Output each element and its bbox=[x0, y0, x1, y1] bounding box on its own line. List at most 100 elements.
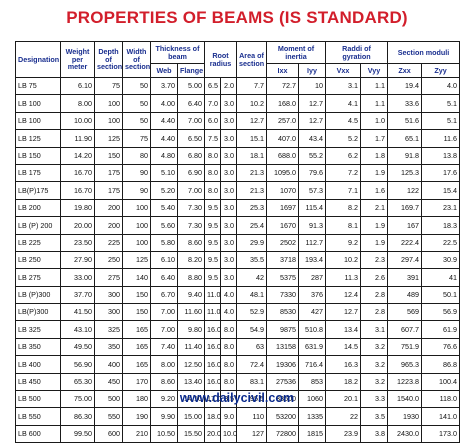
table-cell: 1.6 bbox=[359, 181, 389, 200]
table-cell: 9.5 bbox=[204, 233, 221, 252]
table-cell: 5.10 bbox=[150, 163, 178, 183]
table-cell: 9875 bbox=[266, 320, 299, 339]
table-cell: 4.5 bbox=[325, 111, 361, 131]
header-root-radius: Root radius bbox=[204, 41, 237, 78]
table-cell: 1.8 bbox=[359, 146, 389, 165]
table-cell: 118.0 bbox=[421, 390, 461, 409]
table-cell: 100 bbox=[94, 94, 123, 113]
table-cell: 22 bbox=[325, 407, 361, 426]
table-cell: 14.5 bbox=[325, 337, 361, 357]
designation-cell: LB(P)300 bbox=[15, 303, 61, 322]
table-cell: 3.0 bbox=[220, 111, 237, 131]
table-cell: 3.0 bbox=[220, 198, 237, 218]
table-cell: 9.40 bbox=[177, 285, 205, 305]
table-cell: 7.00 bbox=[177, 111, 205, 131]
table-cell: 3.0 bbox=[220, 94, 237, 113]
table-cell: 9.90 bbox=[150, 407, 178, 426]
header-ixx: Ixx bbox=[266, 63, 299, 78]
table-row: LB 75 6.10 75 50 3.70 5.00 6.5 2.0 7.7 72.7 10 3.1 1… bbox=[15, 76, 461, 96]
table-cell: 125.3 bbox=[387, 163, 423, 183]
designation-cell: LB 75 bbox=[15, 76, 61, 96]
table-cell: 3718 bbox=[266, 250, 299, 270]
table-cell: 167 bbox=[387, 216, 423, 235]
table-cell: 13158 bbox=[266, 337, 299, 357]
table-cell: 7.00 bbox=[150, 320, 178, 339]
table-cell: 5.40 bbox=[150, 198, 178, 218]
table-cell: 4.0 bbox=[220, 303, 237, 322]
header-zxx: Zxx bbox=[387, 63, 423, 78]
table-cell: 5.2 bbox=[325, 129, 361, 148]
table-cell: 100 bbox=[122, 198, 151, 218]
header-web: Web bbox=[150, 63, 178, 78]
header-iyy: Iyy bbox=[298, 63, 326, 78]
table-cell: 6.0 bbox=[204, 111, 221, 131]
table-cell: 193.4 bbox=[298, 250, 326, 270]
footer-url: www.dailycivil.com bbox=[179, 391, 295, 405]
table-cell: 4.0 bbox=[220, 285, 237, 305]
table-cell: 400 bbox=[94, 355, 123, 374]
designation-cell: LB 250 bbox=[15, 250, 61, 270]
table-cell: 5375 bbox=[266, 268, 299, 287]
table-cell: 150 bbox=[122, 303, 151, 322]
designation-cell: LB 350 bbox=[15, 337, 61, 357]
table-cell: 54.9 bbox=[236, 320, 267, 339]
table-cell: 125 bbox=[122, 250, 151, 270]
table-cell: 25.4 bbox=[236, 216, 267, 235]
table-cell: 12.4 bbox=[325, 285, 361, 305]
table-cell: 3.2 bbox=[359, 372, 389, 392]
table-cell: 48.1 bbox=[236, 285, 267, 305]
table-cell: 169.7 bbox=[387, 198, 423, 218]
header-gyration: Raddi of gyration bbox=[324, 41, 389, 64]
table-cell: 99.50 bbox=[60, 424, 95, 443]
table-cell: 5.60 bbox=[150, 216, 178, 235]
table-cell: 1223.8 bbox=[387, 372, 423, 392]
header-flange: Flange bbox=[177, 63, 205, 78]
table-cell: 300 bbox=[94, 303, 123, 322]
header-depth: Depth of section bbox=[94, 41, 123, 78]
designation-cell: LB 100 bbox=[15, 94, 61, 113]
table-cell: 1335 bbox=[298, 407, 326, 426]
designation-cell: LB 150 bbox=[15, 146, 61, 165]
table-cell: 79.6 bbox=[298, 163, 326, 183]
table-cell: 100.4 bbox=[421, 372, 461, 392]
table-cell: 30.9 bbox=[421, 250, 461, 270]
table-cell: 631.9 bbox=[298, 337, 326, 357]
table-cell: 1.9 bbox=[359, 163, 389, 183]
designation-cell: LB 325 bbox=[15, 320, 61, 339]
table-cell: 173.0 bbox=[421, 424, 461, 443]
table-cell: 853 bbox=[298, 372, 326, 392]
table-cell: 11.90 bbox=[60, 129, 95, 148]
table-cell: 297.4 bbox=[387, 250, 423, 270]
table-cell: 20.00 bbox=[60, 216, 95, 235]
header-thickness: Thickness of beam bbox=[150, 41, 205, 64]
header-moduli: Section moduli bbox=[387, 41, 461, 64]
table-cell: 16.70 bbox=[60, 181, 95, 200]
table-cell: 91.3 bbox=[298, 216, 326, 235]
table-cell: 5.1 bbox=[421, 111, 461, 131]
table-row: LB 275 33.00 275 140 6.40 8.80 9.5 3.0 42 5375 287… bbox=[15, 268, 461, 287]
table-cell: 12.7 bbox=[298, 94, 326, 113]
table-cell: 3.3 bbox=[359, 390, 389, 409]
table-row: LB(P)175 16.70 175 90 5.20 7.00 8.0 3.0 21.3 1070… bbox=[15, 181, 461, 200]
header-row: Designation Weight per meter Depth of se… bbox=[15, 41, 461, 78]
table-row: LB 200 19.80 200 100 5.40 7.30 9.5 3.0 25.3 1697 1… bbox=[15, 198, 461, 218]
table-cell: 27.90 bbox=[60, 250, 95, 270]
table-cell: 50.1 bbox=[421, 285, 461, 305]
table-cell: 50 bbox=[122, 76, 151, 96]
table-cell: 10.00 bbox=[60, 111, 95, 131]
table-cell: 168.0 bbox=[266, 94, 299, 113]
table-cell: 75 bbox=[122, 129, 151, 148]
table-cell: 9.2 bbox=[325, 233, 361, 252]
table-cell: 110 bbox=[236, 407, 267, 426]
table-cell: 33.00 bbox=[60, 268, 95, 287]
table-cell: 127 bbox=[236, 424, 267, 443]
table-row: LB 325 43.10 325 165 7.00 9.80 16.0 8.0 54.9 9875… bbox=[15, 320, 461, 339]
table-cell: 1.7 bbox=[359, 129, 389, 148]
table-cell: 19.80 bbox=[60, 198, 95, 218]
table-cell: 51.6 bbox=[387, 111, 423, 131]
table-cell: 1070 bbox=[266, 181, 299, 200]
designation-cell: LB 225 bbox=[15, 233, 61, 252]
table-cell: 22.5 bbox=[421, 233, 461, 252]
table-cell: 210 bbox=[122, 424, 151, 443]
table-cell: 15.1 bbox=[236, 129, 267, 148]
